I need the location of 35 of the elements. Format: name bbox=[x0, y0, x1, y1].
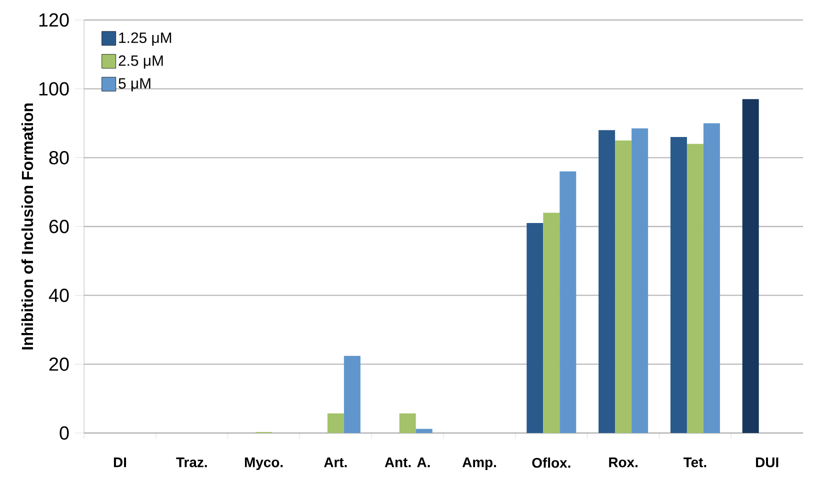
bar bbox=[560, 171, 576, 433]
y-tick-label: 40 bbox=[48, 288, 69, 302]
bar bbox=[686, 144, 704, 433]
x-tick-label: DUI bbox=[756, 458, 778, 468]
x-tick-label: DI bbox=[114, 458, 126, 468]
bar bbox=[344, 356, 360, 433]
bar bbox=[598, 130, 616, 433]
y-tick-label: 100 bbox=[39, 82, 69, 96]
bar bbox=[670, 137, 687, 433]
y-tick-label: 80 bbox=[49, 150, 69, 164]
y-tick-label: 60 bbox=[49, 220, 69, 234]
x-tick-label: Amp. bbox=[462, 458, 496, 470]
x-tick-label: Oflox. bbox=[532, 458, 570, 468]
legend-label: 1.25 μM bbox=[119, 32, 172, 46]
y-axis-title: Inhibition of Inclusion Formation bbox=[21, 103, 34, 350]
bar bbox=[742, 99, 759, 433]
bar bbox=[399, 413, 416, 433]
y-tick-label: 120 bbox=[39, 13, 69, 27]
bar bbox=[543, 212, 560, 433]
y-tick-label: 20 bbox=[49, 357, 69, 371]
bar bbox=[632, 128, 648, 433]
x-tick-label: Traz. bbox=[176, 458, 207, 468]
x-tick-label: Tet. bbox=[683, 458, 706, 468]
x-tick-label: Myco. bbox=[244, 458, 283, 470]
bar bbox=[526, 223, 544, 433]
y-tick-label: 0 bbox=[60, 426, 69, 440]
x-tick-label: Rox. bbox=[609, 458, 638, 468]
x-tick-label: Ant. A. bbox=[384, 458, 430, 468]
bar bbox=[416, 428, 432, 433]
bar bbox=[327, 413, 344, 433]
bar bbox=[703, 123, 720, 433]
x-tick-label: Art. bbox=[324, 458, 347, 468]
bar bbox=[615, 140, 632, 433]
legend-label: 2.5 μM bbox=[118, 55, 163, 69]
legend-label: 5 μM bbox=[118, 78, 150, 92]
